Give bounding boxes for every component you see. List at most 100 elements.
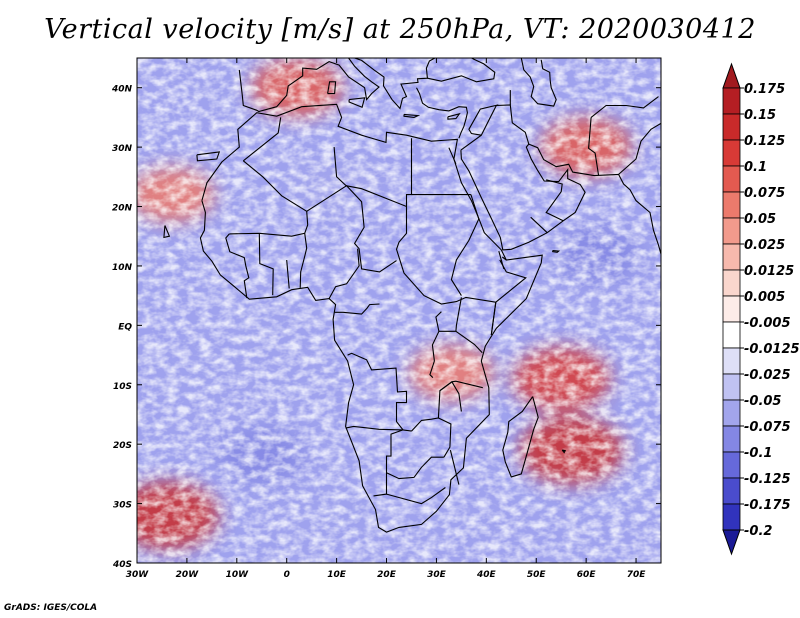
- country-border: [545, 179, 564, 222]
- colorbar-top-arrow: [722, 62, 741, 89]
- colorbar-swatch: [722, 191, 741, 219]
- coastline-sardinia: [327, 81, 337, 95]
- colorbar-label: 0.175: [744, 82, 785, 97]
- lon-tick-label: 60E: [577, 570, 597, 580]
- coastline-red-sea: [448, 147, 457, 165]
- colorbar-label: 0.15: [744, 108, 776, 123]
- coastline-balkans: [354, 58, 436, 110]
- vertical-velocity-field: [137, 58, 695, 563]
- colorbar-label: 0.125: [744, 134, 785, 149]
- country-border: [299, 233, 308, 288]
- coastline-cape-verde: [163, 225, 171, 239]
- coastline-southern-europe: [238, 58, 380, 113]
- colorbar-swatch: [722, 503, 741, 531]
- colorbar-swatch: [722, 347, 741, 375]
- colorbar-swatch: [722, 113, 741, 141]
- colorbar-label: -0.025: [744, 368, 791, 383]
- colorbar-swatch: [722, 139, 741, 167]
- colorbar-label: -0.075: [744, 420, 791, 435]
- coastline-canary-islands: [196, 151, 221, 162]
- lon-tick-label: 20E: [377, 570, 397, 580]
- colorbar-swatch: [722, 477, 741, 505]
- lat-tick-label: 40N: [111, 85, 133, 95]
- colorbar-bottom-arrow: [722, 529, 741, 556]
- country-border: [258, 233, 274, 296]
- country-border: [530, 216, 548, 234]
- coastlines-and-borders: [163, 58, 695, 533]
- lon-tick-label: 0: [284, 570, 290, 580]
- country-border: [618, 122, 661, 175]
- longitude-axis: 30W 20W 10W 0 10E 20E 30E 40E 50E 60E 70E: [126, 58, 646, 580]
- colorbar-label: -0.0125: [744, 342, 800, 357]
- lat-tick-label: EQ: [118, 322, 132, 332]
- colorbar-swatch: [722, 87, 741, 115]
- colorbar-label: 0.1: [744, 160, 767, 175]
- country-border: [439, 380, 483, 392]
- lat-tick-label: 10N: [112, 263, 133, 273]
- colorbar-swatch: [722, 165, 741, 193]
- country-border: [242, 117, 282, 162]
- coastline-sri-lanka: [685, 267, 695, 290]
- coastline-gulf-of-aden: [501, 256, 507, 261]
- colorbar-label: 0.005: [744, 290, 785, 305]
- latitude-axis: 40N 30N 20N 10N EQ 10S 20S 30S 40S: [111, 85, 661, 570]
- country-border: [306, 184, 397, 273]
- country-border: [588, 117, 600, 176]
- colorbar-swatch: [722, 425, 741, 453]
- country-border: [345, 425, 412, 432]
- country-border: [395, 206, 497, 335]
- coastline-sicily: [348, 97, 366, 109]
- colorbar-swatch: [722, 321, 741, 349]
- lat-tick-label: 20S: [113, 441, 132, 451]
- country-border: [229, 160, 309, 237]
- lat-tick-label: 20N: [112, 204, 133, 214]
- colorbar-label: 0.075: [744, 186, 785, 201]
- country-border: [450, 194, 480, 296]
- country-border: [468, 104, 499, 136]
- lon-tick-label: 10W: [226, 570, 250, 580]
- country-border: [386, 487, 446, 505]
- colorbar-label: -0.05: [744, 394, 781, 409]
- lon-tick-label: 70E: [627, 570, 647, 580]
- coastline-africa: [199, 103, 543, 533]
- country-border: [286, 259, 290, 289]
- coastline-turkey: [416, 87, 468, 139]
- country-border: [386, 456, 444, 480]
- colorbar-label: -0.1: [744, 446, 772, 461]
- lat-tick-label: 30S: [113, 501, 132, 511]
- country-border: [490, 259, 527, 335]
- lon-tick-label: 10E: [327, 570, 347, 580]
- colorbar-label: -0.005: [744, 316, 791, 331]
- colorbar-label: -0.125: [744, 472, 791, 487]
- colorbar-swatch: [722, 373, 741, 401]
- lon-tick-label: 40E: [476, 570, 497, 580]
- lat-tick-label: 10S: [113, 382, 132, 392]
- colorbar-swatch: [722, 217, 741, 245]
- lat-tick-label: 30N: [112, 144, 133, 154]
- colorbar-swatch: [722, 451, 741, 479]
- colorbar-label: 0.0125: [744, 264, 794, 279]
- map-frame: [136, 57, 662, 564]
- country-border: [498, 250, 505, 270]
- lon-tick-label: 30W: [126, 570, 150, 580]
- lat-tick-label: 40S: [112, 560, 132, 570]
- coastline-black-sea: [427, 58, 496, 83]
- chart-title: Vertical velocity [m/s] at 250hPa, VT: 2…: [44, 14, 756, 45]
- country-border: [347, 352, 408, 497]
- country-border: [333, 138, 413, 208]
- country-border: [429, 360, 435, 378]
- colorbar-label: 0.05: [744, 212, 776, 227]
- colorbar-swatch: [722, 295, 741, 323]
- country-border: [455, 297, 462, 332]
- country-border: [449, 449, 460, 485]
- coastline-arabia: [460, 143, 586, 251]
- colorbar-swatch: [722, 269, 741, 297]
- colorbar-label: -0.175: [744, 498, 791, 513]
- country-border: [334, 303, 380, 315]
- coastline-cyprus: [447, 112, 461, 120]
- colorbar-swatch: [722, 243, 741, 271]
- colorbar-swatch: [722, 399, 741, 427]
- country-border: [225, 233, 250, 299]
- colorbar-label: -0.2: [744, 524, 772, 539]
